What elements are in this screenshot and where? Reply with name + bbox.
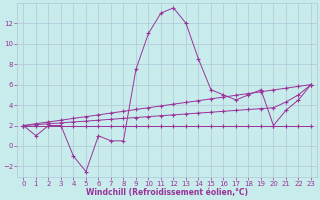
X-axis label: Windchill (Refroidissement éolien,°C): Windchill (Refroidissement éolien,°C)	[86, 188, 248, 197]
